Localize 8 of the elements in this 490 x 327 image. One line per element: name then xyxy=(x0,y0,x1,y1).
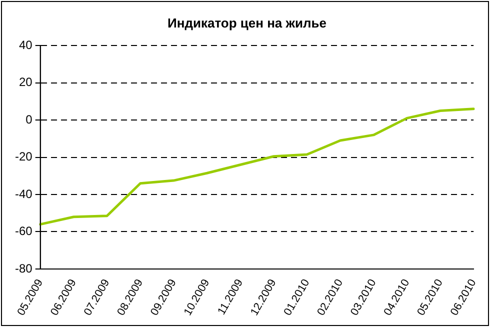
y-tick-label: -80 xyxy=(15,261,33,276)
chart-title: Индикатор цен на жилье xyxy=(168,15,326,30)
y-tick-label: 40 xyxy=(18,38,33,52)
y-tick-label: -60 xyxy=(15,224,33,238)
y-tick-label: 20 xyxy=(18,75,33,90)
y-tick-label: -20 xyxy=(15,150,33,164)
y-tick-label: -40 xyxy=(15,186,33,201)
y-tick-label: 0 xyxy=(26,112,33,126)
